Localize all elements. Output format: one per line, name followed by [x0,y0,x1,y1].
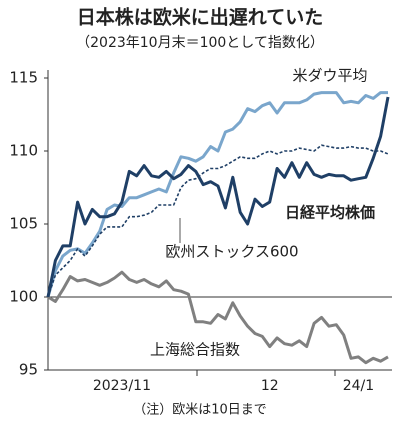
series-line [47,270,389,365]
footnote: （注）欧米は10日まで [133,403,267,418]
chart-subtitle: （2023年10月末＝100として指数化） [76,35,324,51]
y-tick-label: 110 [9,142,38,160]
x-tick-label: 12 [261,378,279,394]
chart-title: 日本株は欧米に出遅れていた [77,6,323,29]
series-label: 欧州ストックス600 [165,243,298,261]
series-label: 米ダウ平均 [292,67,367,85]
y-tick-label: 105 [9,215,38,233]
series-line [47,144,389,298]
y-tick-label: 95 [19,361,38,379]
y-tick-label: 115 [9,69,38,87]
y-tick-label: 100 [9,288,38,306]
series-label: 上海総合指数 [150,341,240,359]
series-line [46,96,390,298]
x-tick-label: 24/1 [343,378,374,394]
series-label: 日経平均株価 [285,204,375,222]
series-line [46,91,388,298]
x-tick-label: 2023/11 [93,378,151,394]
